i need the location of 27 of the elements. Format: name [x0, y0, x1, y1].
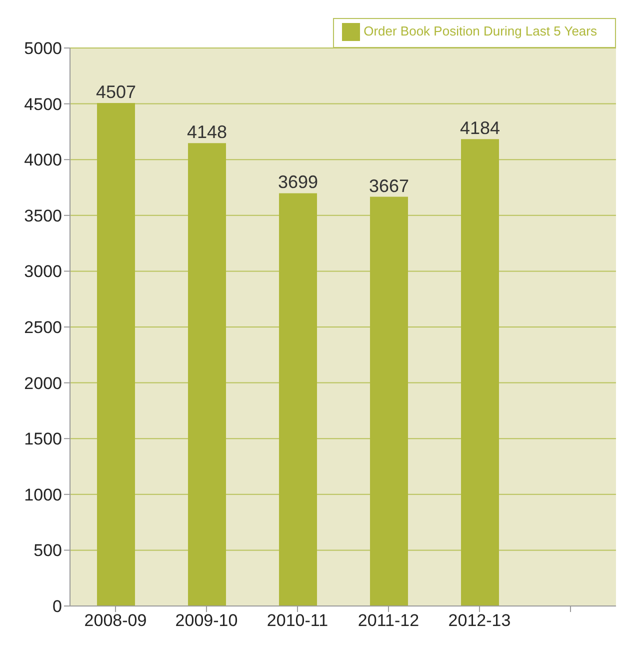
y-tick-label: 2500 — [24, 318, 62, 338]
y-tick-label: 4000 — [24, 150, 62, 170]
x-tick-label: 2010-11 — [266, 611, 328, 630]
data-label: 4507 — [96, 82, 136, 102]
y-tick-label: 3000 — [24, 262, 62, 282]
y-tick-label: 0 — [52, 597, 62, 616]
data-label: 4184 — [460, 118, 500, 138]
bar — [279, 193, 317, 606]
bar — [461, 139, 499, 606]
data-label: 4148 — [186, 122, 228, 142]
bar — [370, 196, 408, 606]
y-tick-label: 500 — [34, 541, 62, 560]
y-tick-label: 3500 — [24, 206, 62, 226]
x-tick-label: 2008-09 — [84, 611, 147, 630]
x-tick-label: 2009-10 — [175, 611, 238, 630]
legend-label: Order Book Position During Last 5 Years — [364, 23, 597, 38]
y-tick-label: 1000 — [24, 485, 62, 504]
y-tick-label: 1500 — [24, 430, 62, 449]
y-tick-label: 4500 — [24, 94, 62, 114]
data-label: 3667 — [368, 176, 410, 196]
y-tick-label: 2000 — [24, 374, 62, 393]
x-tick-label: 2012-13 — [448, 611, 511, 630]
y-tick-label: 5000 — [24, 39, 62, 58]
x-tick-label: 2011-12 — [358, 611, 420, 630]
data-label: 3699 — [278, 172, 318, 192]
bar — [188, 143, 226, 606]
bar — [97, 103, 135, 606]
